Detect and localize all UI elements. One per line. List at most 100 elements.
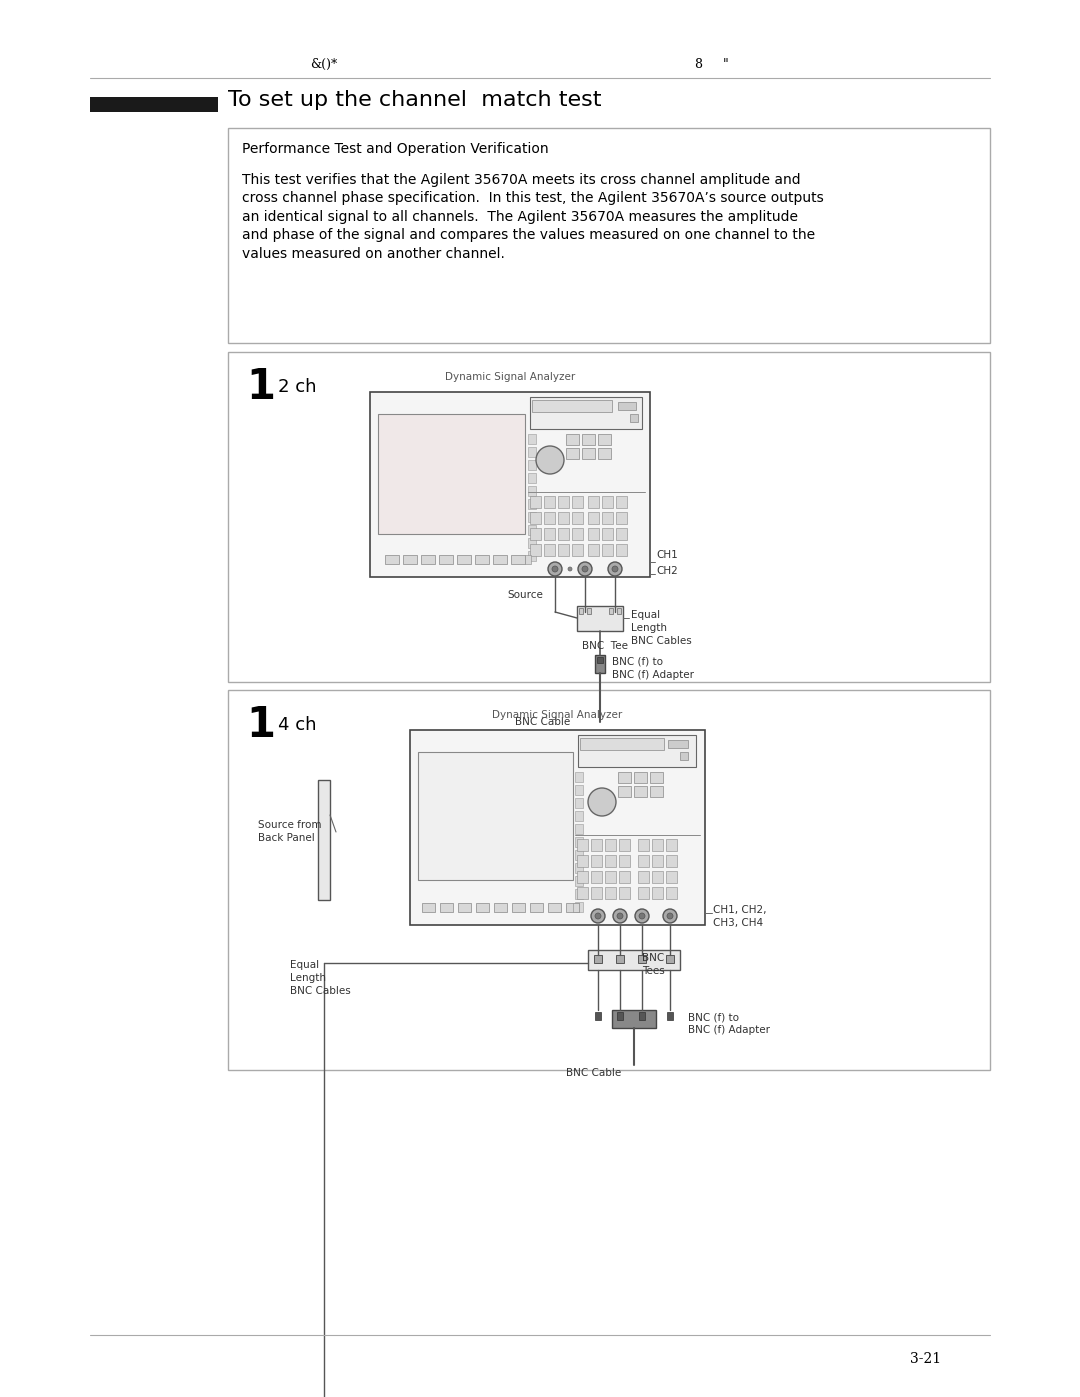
Bar [612,1010,656,1028]
Text: This test verifies that the Agilent 35670A meets its cross channel amplitude and: This test verifies that the Agilent 3567… [242,173,824,261]
Bar [572,528,583,541]
Bar [666,956,674,963]
Bar [652,855,663,868]
Bar [591,870,602,883]
Bar [575,785,583,795]
Bar [90,96,218,112]
Bar [588,950,680,970]
Bar [616,528,627,541]
Bar [566,448,579,460]
Bar [566,902,579,912]
Circle shape [663,909,677,923]
Bar [652,870,663,883]
Bar [605,855,616,868]
Bar [530,496,541,509]
Bar [558,528,569,541]
Text: CH2: CH2 [656,566,678,576]
Text: CH1: CH1 [656,550,678,560]
Bar [591,840,602,851]
Bar [528,460,536,469]
Circle shape [667,914,673,919]
Bar [566,434,579,446]
Bar [602,543,613,556]
Text: BNC
Tees: BNC Tees [642,953,665,977]
Bar [318,780,330,900]
Bar [544,496,555,509]
Bar [598,434,611,446]
Bar [577,855,588,868]
Bar [530,511,541,524]
Bar [616,543,627,556]
Bar [666,840,677,851]
Bar [572,543,583,556]
Text: BNC (f) to
BNC (f) Adapter: BNC (f) to BNC (f) Adapter [688,1011,770,1035]
Text: BNC Cable: BNC Cable [566,1067,622,1078]
Text: Dynamic Signal Analyzer: Dynamic Signal Analyzer [491,710,622,719]
Circle shape [595,914,600,919]
Bar [618,402,636,409]
Bar [494,902,507,912]
Bar [618,787,631,798]
Circle shape [578,562,592,576]
Bar [638,887,649,900]
Bar [548,902,561,912]
Bar [578,735,696,767]
Bar [609,608,613,615]
Bar [669,740,688,747]
Bar [582,448,595,460]
Text: Source: Source [507,590,543,599]
Text: Dynamic Signal Analyzer: Dynamic Signal Analyzer [445,372,576,381]
Circle shape [582,566,588,571]
Bar [595,655,605,673]
Bar [666,870,677,883]
Bar [575,812,583,821]
Bar [528,525,536,535]
Bar [528,447,536,457]
Bar [410,731,705,925]
Text: 2 ch: 2 ch [278,379,316,395]
Bar [228,129,990,344]
Bar [577,887,588,900]
Bar [588,511,599,524]
Bar [572,511,583,524]
Bar [440,902,453,912]
Bar [652,887,663,900]
Text: Source from
Back Panel: Source from Back Panel [258,820,322,844]
Text: BNC (f) to
BNC (f) Adapter: BNC (f) to BNC (f) Adapter [612,657,694,680]
Bar [618,773,631,782]
Bar [575,849,583,861]
Bar [580,738,664,750]
Bar [575,876,583,886]
Bar [575,888,583,900]
Bar [666,855,677,868]
Bar [378,414,525,534]
Bar [418,752,573,880]
Circle shape [548,562,562,576]
Circle shape [639,914,645,919]
Circle shape [608,562,622,576]
Bar [667,1011,673,1020]
Bar [605,840,616,851]
Bar [638,855,649,868]
Text: 1: 1 [246,704,275,746]
Text: 4 ch: 4 ch [278,717,316,733]
Bar [228,690,990,1070]
Text: 8     ": 8 " [696,59,729,71]
Bar [544,528,555,541]
Bar [528,511,536,522]
Circle shape [568,567,572,571]
Bar [577,870,588,883]
Bar [577,840,588,851]
Text: CH1, CH2,
CH3, CH4: CH1, CH2, CH3, CH4 [713,905,767,928]
Bar [438,555,453,564]
Bar [638,840,649,851]
Circle shape [591,909,605,923]
Bar [652,840,663,851]
Bar [582,434,595,446]
Bar [403,555,417,564]
Text: 3-21: 3-21 [910,1352,941,1366]
Bar [228,352,990,682]
Bar [602,511,613,524]
Bar [528,538,536,548]
Bar [598,448,611,460]
